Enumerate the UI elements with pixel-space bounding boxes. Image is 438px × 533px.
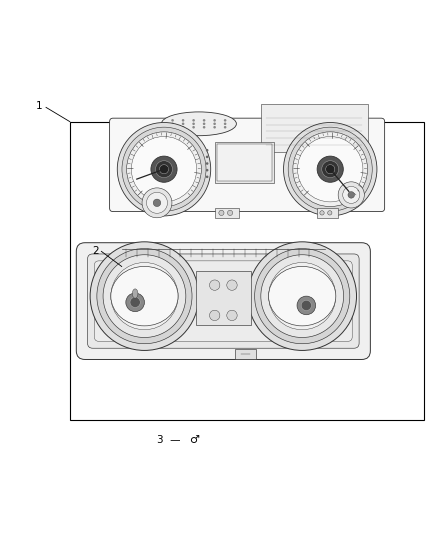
Circle shape [192,119,195,122]
Circle shape [206,156,208,158]
Circle shape [283,123,377,216]
Circle shape [348,192,354,198]
Text: 1: 1 [36,101,43,111]
Circle shape [288,127,372,211]
Circle shape [182,119,184,122]
Ellipse shape [161,112,237,136]
Circle shape [147,192,167,213]
Circle shape [297,136,363,202]
Circle shape [117,123,211,216]
Circle shape [209,280,220,290]
Ellipse shape [111,266,178,326]
FancyBboxPatch shape [95,261,352,341]
Bar [217,144,272,181]
Circle shape [151,156,177,182]
Circle shape [142,188,172,218]
Circle shape [126,293,145,312]
Circle shape [325,165,335,174]
Circle shape [155,161,173,177]
Circle shape [213,123,216,125]
Circle shape [338,182,364,208]
Bar [215,208,239,217]
Circle shape [227,280,237,290]
Circle shape [111,263,178,330]
Circle shape [203,126,205,128]
Circle shape [248,242,357,350]
Ellipse shape [132,289,138,298]
Circle shape [171,123,174,125]
Circle shape [209,310,220,320]
Circle shape [192,123,195,125]
Circle shape [206,149,208,151]
Circle shape [322,161,339,177]
Circle shape [343,187,360,204]
Circle shape [182,126,184,128]
Circle shape [213,126,216,128]
Circle shape [103,255,186,337]
Circle shape [171,126,174,128]
Circle shape [122,127,206,211]
Bar [196,271,251,326]
FancyBboxPatch shape [110,118,385,212]
Text: ♂: ♂ [189,435,199,446]
Circle shape [297,296,316,315]
Circle shape [131,136,197,202]
FancyBboxPatch shape [76,243,371,359]
FancyBboxPatch shape [88,254,359,348]
Circle shape [227,211,233,215]
Circle shape [206,175,208,178]
Circle shape [90,242,199,350]
Circle shape [97,248,192,344]
Circle shape [224,126,226,128]
Circle shape [224,123,226,125]
Circle shape [320,211,324,215]
Circle shape [301,300,311,311]
Text: 2: 2 [92,246,99,256]
Bar [215,142,274,183]
Bar [235,349,256,359]
Circle shape [130,297,140,308]
Circle shape [206,162,208,165]
Circle shape [192,126,195,128]
Circle shape [254,248,350,344]
Circle shape [171,119,174,122]
Circle shape [317,156,343,182]
Circle shape [159,165,169,174]
Circle shape [224,119,226,122]
Circle shape [206,169,208,172]
Circle shape [127,132,201,207]
Circle shape [213,119,216,122]
Circle shape [153,199,161,207]
Bar [70,122,424,420]
Circle shape [203,123,205,125]
Bar [261,104,368,152]
Circle shape [227,310,237,320]
Circle shape [203,119,205,122]
Ellipse shape [268,266,336,326]
Circle shape [182,123,184,125]
Circle shape [261,255,343,337]
Circle shape [219,211,224,215]
Bar [317,208,339,217]
Circle shape [328,211,332,215]
Text: 3  —: 3 — [156,435,180,446]
Circle shape [293,132,367,207]
Circle shape [268,263,336,330]
